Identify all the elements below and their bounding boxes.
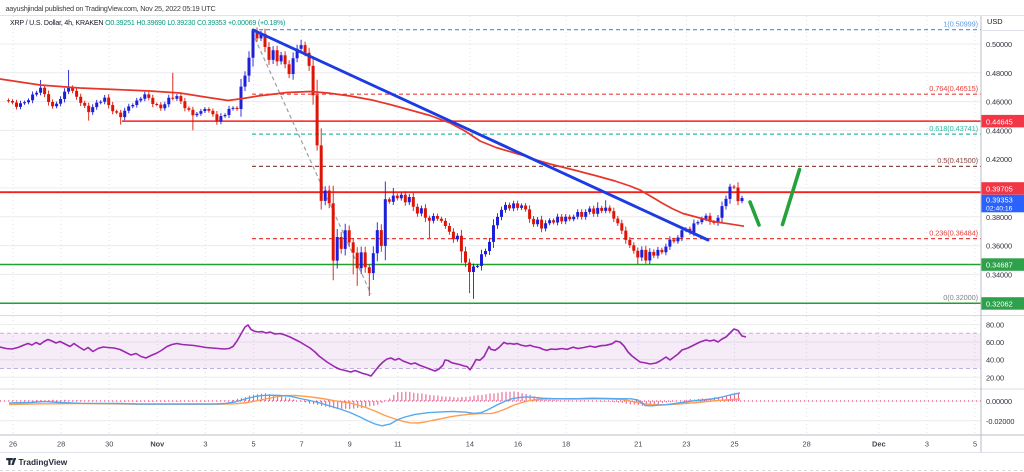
svg-text:14: 14	[466, 440, 474, 449]
svg-text:0.38000: 0.38000	[986, 213, 1012, 222]
svg-text:Dec: Dec	[872, 440, 886, 449]
svg-text:0.618(0.43741): 0.618(0.43741)	[929, 124, 978, 133]
svg-text:0.36000: 0.36000	[986, 242, 1012, 251]
svg-text:60.00: 60.00	[986, 338, 1004, 347]
svg-text:XRP / U.S. Dollar, 4h, KRAKEN: XRP / U.S. Dollar, 4h, KRAKEN O0.39251 H…	[10, 20, 285, 27]
svg-text:0.5(0.41500): 0.5(0.41500)	[937, 156, 978, 165]
svg-text:Nov: Nov	[150, 440, 165, 449]
svg-text:20.00: 20.00	[986, 373, 1004, 382]
svg-text:80.00: 80.00	[986, 321, 1004, 330]
svg-text:0.46000: 0.46000	[986, 98, 1012, 107]
svg-text:02:40:16: 02:40:16	[986, 205, 1013, 212]
svg-text:28: 28	[802, 440, 810, 449]
svg-text:11: 11	[394, 440, 402, 449]
svg-text:18: 18	[562, 440, 570, 449]
svg-text:0.42000: 0.42000	[986, 155, 1012, 164]
svg-text:30: 30	[105, 440, 113, 449]
svg-text:0.764(0.46515): 0.764(0.46515)	[929, 84, 978, 93]
svg-text:26: 26	[9, 440, 17, 449]
svg-text:0.00000: 0.00000	[986, 397, 1012, 406]
svg-text:USD: USD	[987, 17, 1003, 26]
svg-text:0.44000: 0.44000	[986, 126, 1012, 135]
svg-text:40.00: 40.00	[986, 356, 1004, 365]
svg-text:TradingView: TradingView	[19, 457, 68, 467]
svg-text:3: 3	[203, 440, 207, 449]
svg-text:0.48000: 0.48000	[986, 69, 1012, 78]
svg-text:23: 23	[682, 440, 690, 449]
svg-text:aayushjindal published on Trad: aayushjindal published on TradingView.co…	[6, 4, 216, 13]
svg-text:0.32062: 0.32062	[986, 300, 1013, 309]
svg-text:25: 25	[730, 440, 738, 449]
svg-text:0.44645: 0.44645	[986, 117, 1013, 126]
svg-text:0.39353: 0.39353	[986, 195, 1013, 204]
svg-text:0.236(0.36484): 0.236(0.36484)	[929, 228, 978, 237]
svg-text:7: 7	[300, 440, 304, 449]
svg-text:5: 5	[251, 440, 255, 449]
svg-text:0.50000: 0.50000	[986, 40, 1012, 49]
svg-text:5: 5	[973, 440, 977, 449]
svg-text:0.39705: 0.39705	[986, 185, 1013, 194]
svg-text:3: 3	[925, 440, 929, 449]
svg-text:0.34687: 0.34687	[986, 261, 1013, 270]
svg-text:28: 28	[57, 440, 65, 449]
svg-text:-0.02000: -0.02000	[986, 417, 1014, 426]
svg-text:0.34000: 0.34000	[986, 270, 1012, 279]
svg-text:16: 16	[514, 440, 522, 449]
svg-text:0(0.32000): 0(0.32000)	[943, 293, 978, 302]
svg-text:1(0.50999): 1(0.50999)	[943, 19, 978, 28]
svg-text:9: 9	[348, 440, 352, 449]
svg-text:21: 21	[634, 440, 642, 449]
